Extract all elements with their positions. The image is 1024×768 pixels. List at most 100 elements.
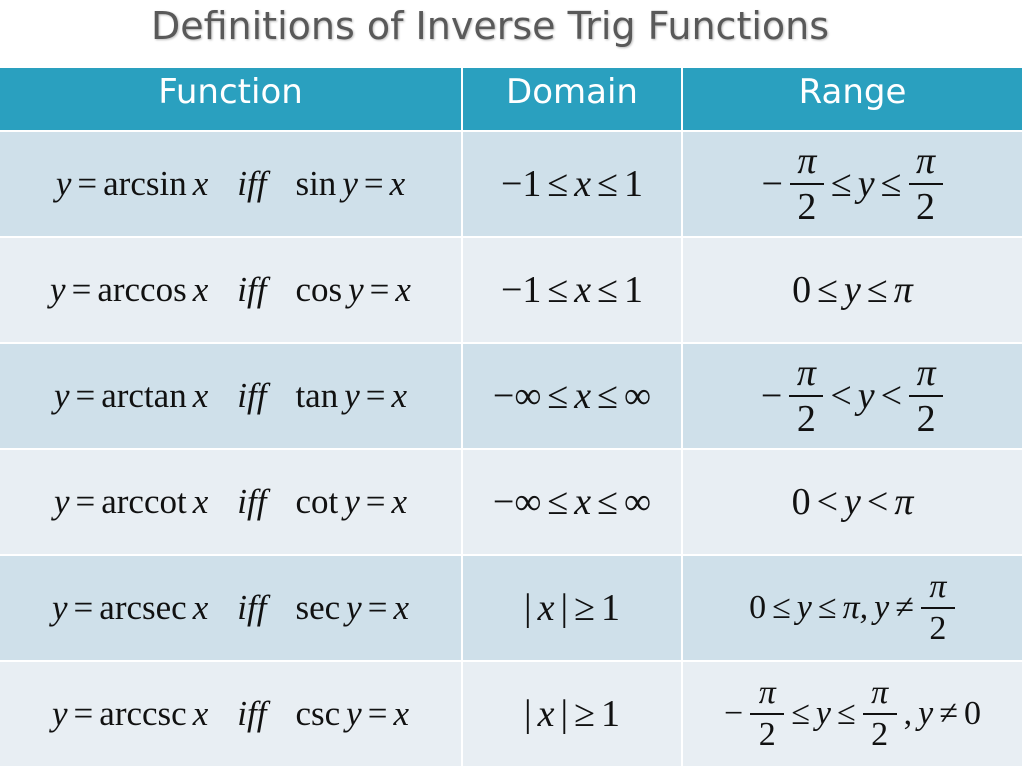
math-token: ≥ bbox=[574, 693, 595, 735]
math-token: y bbox=[796, 589, 812, 626]
math-token: ≤ bbox=[817, 269, 839, 311]
math-token: y bbox=[344, 376, 360, 415]
table-cell: y = arcsec x iff sec y = x bbox=[0, 556, 463, 662]
math-token: −1 bbox=[500, 163, 542, 205]
math-token: ≤ bbox=[880, 163, 902, 205]
math-token: arcsin bbox=[103, 164, 187, 203]
header-cell: Range bbox=[683, 68, 1024, 132]
math-token: 1 bbox=[624, 163, 644, 205]
math-token: ≤ bbox=[817, 589, 837, 626]
math-token: x bbox=[391, 482, 408, 521]
math-token: −1 bbox=[500, 269, 542, 311]
math-token: < bbox=[816, 481, 839, 523]
math-token: y bbox=[844, 269, 861, 311]
math-token: arcsec bbox=[99, 588, 187, 627]
math-token: y bbox=[346, 588, 362, 627]
math-token: 0 bbox=[749, 589, 767, 626]
math-token: = bbox=[71, 270, 92, 309]
fraction-bar bbox=[789, 395, 824, 397]
numerator: π bbox=[929, 568, 947, 605]
math-token: = bbox=[367, 694, 388, 733]
fraction-bar bbox=[908, 183, 943, 185]
math-token: y bbox=[857, 163, 875, 205]
math-token: x bbox=[574, 375, 592, 417]
math-token: ≤ bbox=[830, 163, 852, 205]
denominator: 2 bbox=[916, 398, 936, 440]
math-token: = bbox=[73, 588, 94, 627]
table-cell: −∞ ≤ x ≤ ∞ bbox=[463, 450, 683, 556]
table-cell: y = arccos x iff cos y = x bbox=[0, 238, 463, 344]
fraction-bar bbox=[909, 395, 944, 397]
table-cell: | x | ≥1 bbox=[463, 662, 683, 768]
math-token: arccot bbox=[101, 482, 187, 521]
math-token: | bbox=[560, 587, 569, 629]
table-cell: − π 2 < y < π 2 bbox=[683, 344, 1024, 450]
fraction-bar bbox=[750, 713, 785, 715]
math-token: ≤ bbox=[597, 481, 619, 523]
math-token: 1 bbox=[600, 587, 620, 629]
math-token: | bbox=[524, 587, 532, 629]
numerator: π bbox=[796, 352, 816, 394]
math-token: x bbox=[574, 269, 592, 311]
math-token: − bbox=[724, 695, 744, 732]
math-token: π bbox=[894, 481, 914, 523]
math-token: iff bbox=[237, 482, 267, 521]
table-cell: 0 < y < π bbox=[683, 450, 1024, 556]
math-token: ≤ bbox=[791, 695, 810, 732]
math-token: = bbox=[369, 270, 390, 309]
fraction-bar bbox=[920, 607, 955, 609]
denominator: 2 bbox=[929, 610, 947, 647]
math-token: y bbox=[874, 589, 890, 626]
math-token: y bbox=[53, 482, 70, 521]
math-token: x bbox=[391, 376, 408, 415]
math-token: arccsc bbox=[99, 694, 187, 733]
math-token: − bbox=[760, 375, 783, 417]
math-token: ≤ bbox=[547, 375, 569, 417]
table-cell: y = arccot x iff cot y = x bbox=[0, 450, 463, 556]
math-token: ≠ bbox=[895, 589, 914, 626]
math-token: ≤ bbox=[547, 269, 569, 311]
math-token: y bbox=[346, 694, 362, 733]
numerator: π bbox=[797, 140, 817, 182]
numerator: π bbox=[758, 674, 776, 711]
math-token: ≤ bbox=[772, 589, 791, 626]
math-token: iff bbox=[237, 588, 267, 627]
math-token: y bbox=[815, 695, 831, 732]
math-token: x bbox=[395, 270, 411, 309]
math-token: y bbox=[857, 375, 875, 417]
table-cell: | x | ≥1 bbox=[463, 556, 683, 662]
slide-title: Definitions of Inverse Trig Functions bbox=[150, 4, 830, 48]
math-token: ≤ bbox=[547, 481, 569, 523]
math-token: π bbox=[893, 269, 913, 311]
denominator: 2 bbox=[758, 716, 776, 753]
math-token: arctan bbox=[101, 376, 187, 415]
table-cell: − π 2 ≤ y ≤ π 2 bbox=[683, 132, 1024, 238]
table-cell: 0 ≤ y ≤ π bbox=[683, 238, 1024, 344]
math-token: 1 bbox=[600, 693, 620, 735]
numerator: π bbox=[916, 352, 936, 394]
math-token: < bbox=[880, 375, 903, 417]
math-token: | bbox=[524, 693, 532, 735]
numerator: π bbox=[915, 140, 936, 182]
math-token: cos bbox=[295, 270, 343, 309]
math-token: ≤ bbox=[597, 375, 619, 417]
math-token: y bbox=[344, 482, 360, 521]
math-token: ≠ bbox=[939, 695, 958, 732]
denominator: 2 bbox=[871, 716, 889, 753]
math-token: sin bbox=[295, 164, 337, 203]
math-token: x bbox=[537, 587, 555, 629]
math-token: , bbox=[903, 695, 913, 732]
math-token: y bbox=[52, 588, 68, 627]
math-token: sec bbox=[295, 588, 341, 627]
math-token: = bbox=[365, 376, 386, 415]
definitions-table: Function Domain Range y = arcsin x iff sin y = x −1 ≤… bbox=[0, 68, 1024, 768]
math-token: −∞ bbox=[492, 481, 542, 523]
math-token: ≤ bbox=[866, 269, 888, 311]
table-cell: 0 ≤ y ≤ π, y ≠ π 2 bbox=[683, 556, 1024, 662]
denominator: 2 bbox=[797, 186, 817, 228]
